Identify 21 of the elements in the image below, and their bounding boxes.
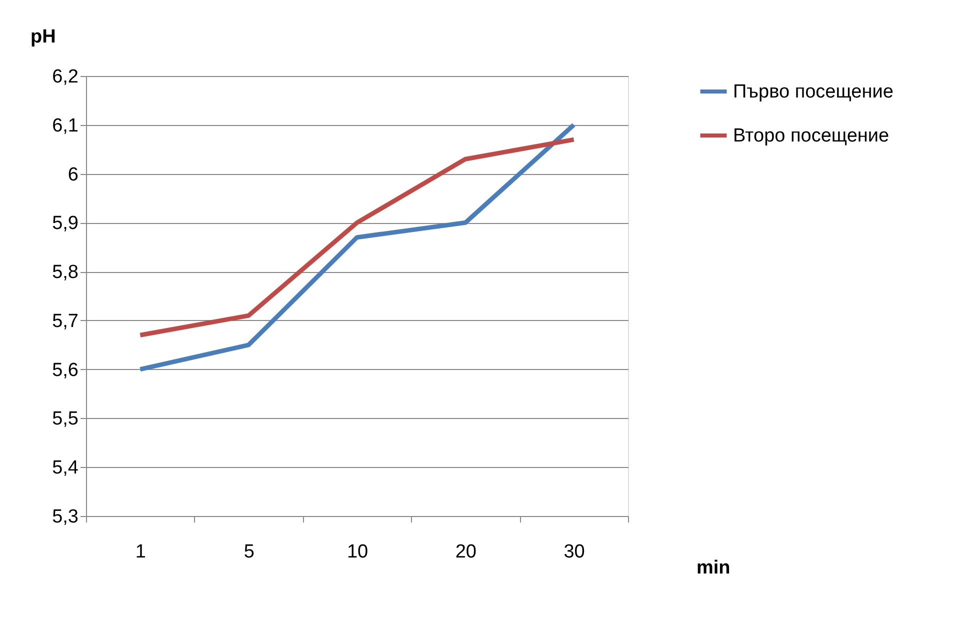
x-tick-label: 20 (455, 542, 476, 562)
x-tick-label: 10 (346, 542, 368, 562)
line-series (138, 137, 576, 338)
y-tick-label: 6,1 (52, 115, 78, 136)
y-tick-label: 5,9 (52, 213, 78, 234)
y-tick-label: 6 (68, 164, 78, 186)
x-axis-title: min (696, 558, 730, 578)
y-tick-label: 5,5 (52, 408, 78, 430)
y-axis-title: pH (30, 26, 56, 48)
line-series (138, 122, 576, 372)
y-tick-label: 5,4 (52, 458, 79, 479)
x-tick-label: 30 (564, 542, 585, 562)
legend-label: Второ посещение (733, 126, 890, 146)
y-tick-label: 5,6 (52, 360, 78, 381)
y-tick-label: 5,7 (52, 310, 78, 332)
legend-label: Първо посещение (733, 82, 894, 102)
y-tick-label: 6,2 (52, 66, 78, 88)
y-tick-label: 5,3 (52, 506, 78, 528)
x-tick-label: 5 (244, 542, 254, 562)
y-tick-label: 5,8 (52, 262, 78, 284)
x-tick-label: 1 (135, 542, 146, 562)
